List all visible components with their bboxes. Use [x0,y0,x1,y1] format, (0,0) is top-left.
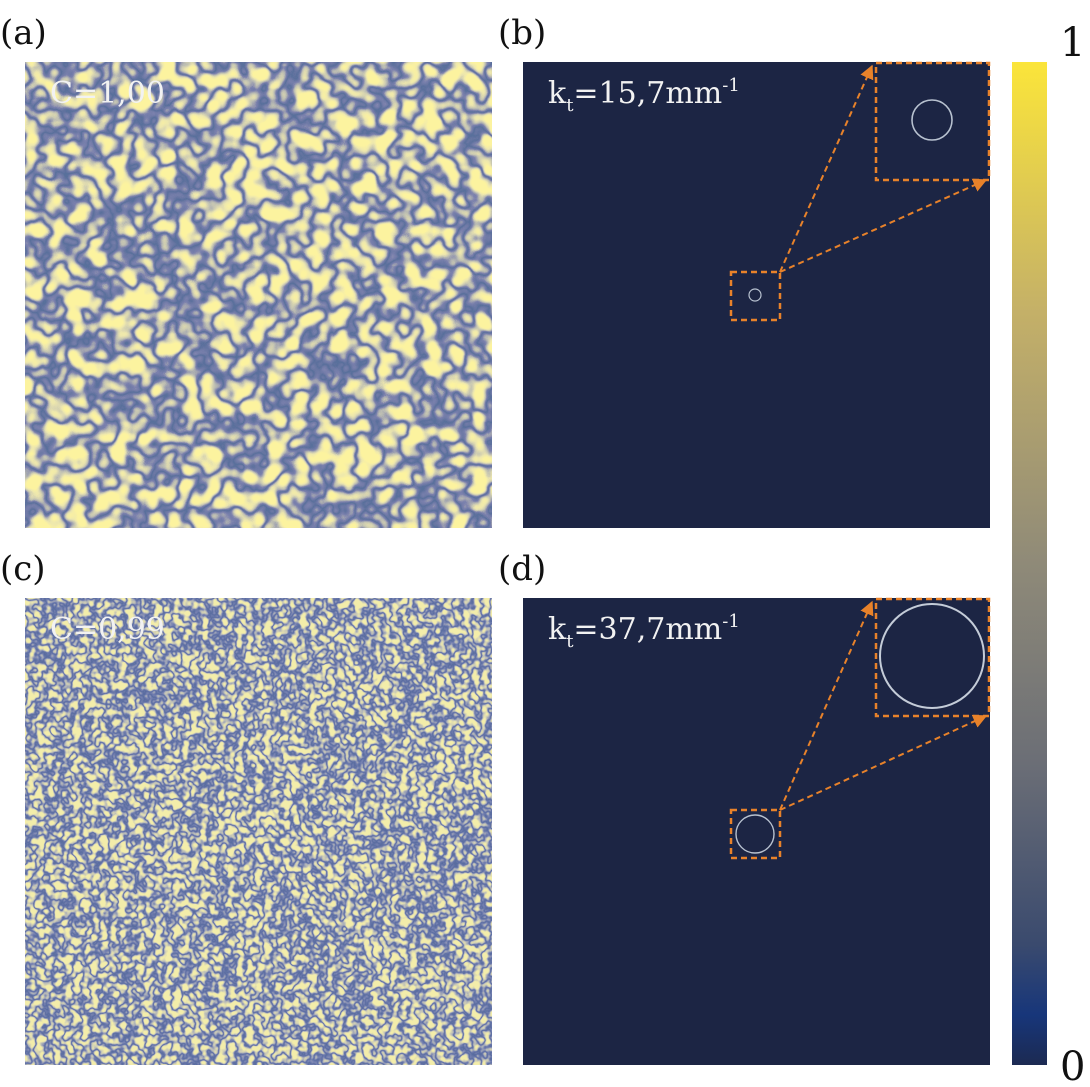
panel-label: (c) [0,549,46,589]
inset-ring [879,603,985,709]
symbol: k [548,612,567,647]
ring [748,288,762,302]
inset-box [874,597,991,718]
superscript: -1 [722,611,740,632]
value: =37,7mm [573,612,722,647]
colorbar [1012,62,1047,1065]
spectrum-panel: kt=15,7mm-1 [523,61,991,528]
spectrum-image [523,62,990,528]
zoom-box [729,808,782,860]
zoom-arrow [779,600,874,811]
subscript: t [566,631,574,652]
subscript: t [566,95,574,116]
ring [735,814,775,854]
symbol: k [548,76,567,111]
inset-box [874,61,991,182]
zoom-arrow [779,64,874,273]
colorbar-max-label: 1 [1060,20,1085,66]
superscript: -1 [722,75,740,96]
annotation: C=0,99 [50,612,165,647]
zoom-box [729,270,782,322]
spectrum-panel: kt=37,7mm-1 [523,597,991,1065]
spectrum-image [523,598,990,1065]
panel-label: (a) [0,13,47,53]
annotation: kt=15,7mm-1 [548,75,740,116]
value: =15,7mm [573,76,722,111]
inset-ring [911,99,953,141]
panel-label: (b) [498,13,546,53]
zoom-arrow [779,714,988,811]
panel-label: (d) [498,549,546,589]
annotation: C=1,00 [50,76,165,111]
speckle-image [25,62,492,528]
annotation: kt=37,7mm-1 [548,611,740,652]
zoom-arrow [779,178,988,273]
colorbar-min-label: 0 [1060,1044,1085,1083]
speckle-image [25,598,492,1065]
